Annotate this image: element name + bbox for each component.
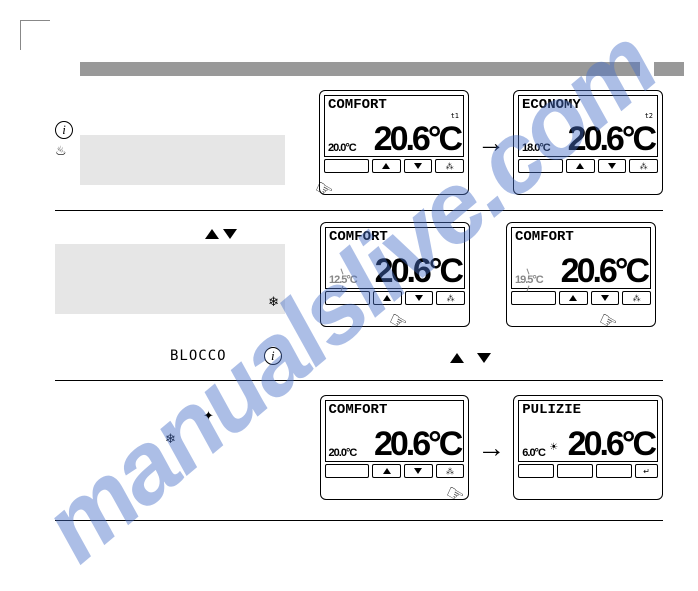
thermostat-comfort-3: COMFORT 20.6°C 20.0°C ⁂ ☞: [320, 395, 470, 500]
menu-button[interactable]: ⁂: [436, 464, 465, 478]
mode-label: COMFORT: [515, 229, 647, 245]
arrow-right-icon: →: [477, 432, 505, 464]
menu-button[interactable]: ⁂: [436, 291, 465, 305]
thermostat-pulizie: PULIZIE 20.6°C 6.0°C ☀ ↵: [513, 395, 663, 500]
broom-icon: ✦: [203, 408, 214, 424]
up-button[interactable]: [372, 464, 401, 478]
mode-label: COMFORT: [328, 97, 460, 113]
lcd-screen: COMFORT 20.6°C 12.5°C: [325, 227, 465, 289]
hand-pointer-icon: ☞: [310, 174, 338, 205]
menu-button[interactable]: ⁂: [622, 291, 651, 305]
divider: [55, 520, 663, 521]
up-button[interactable]: [559, 291, 588, 305]
down-button[interactable]: [591, 291, 620, 305]
triangle-up-icon: [450, 353, 464, 363]
lcd-screen: COMFORT 20.6°C 20.0°C: [325, 400, 465, 462]
blocco-label: BLOCCO: [170, 348, 227, 364]
blank-button[interactable]: [596, 464, 632, 478]
arrow-right-icon: →: [477, 127, 505, 159]
triangle-up-icon: [205, 229, 219, 239]
room-temp: 20.6°C: [374, 122, 460, 156]
divider: [55, 210, 663, 211]
menu-button[interactable]: ⁂: [629, 159, 658, 173]
instruction-box-2: ❄: [55, 244, 285, 314]
lcd-screen: COMFORT t1 20.6°C 20.0°C: [324, 95, 464, 157]
room-temp: 20.6°C: [561, 254, 647, 288]
divider: [55, 380, 663, 381]
header-bar: [80, 62, 640, 76]
mode-button[interactable]: [324, 159, 369, 173]
instruction-box-1: [80, 135, 285, 185]
hand-pointer-icon: ☞: [594, 306, 622, 337]
set-temp-blinking: 12.5°C: [329, 274, 357, 286]
header-bar-end: [654, 62, 684, 76]
set-temp: 6.0°C: [522, 447, 545, 459]
thermostat-comfort-1: COMFORT t1 20.6°C 20.0°C ⁂ ☞: [319, 90, 469, 195]
set-temp-blinking: 19.5°C: [515, 274, 543, 286]
room-temp: 20.6°C: [568, 122, 654, 156]
thermostat-economy: ECONOMY t2 20.6°C 18.0°C ⁂: [513, 90, 663, 195]
down-button[interactable]: [404, 159, 433, 173]
mode-label: COMFORT: [329, 229, 461, 245]
up-button[interactable]: [373, 291, 402, 305]
mode-label: COMFORT: [329, 402, 461, 418]
info-icon: i: [55, 121, 73, 139]
thermostat-comfort-2b: COMFORT 20.6°C 19.5°C ⁂ ☞: [506, 222, 656, 327]
lcd-screen: ECONOMY t2 20.6°C 18.0°C: [518, 95, 658, 157]
mode-button[interactable]: [518, 464, 554, 478]
snowflake-icon: ❄: [268, 294, 279, 310]
sun-icon: ☀: [549, 442, 558, 453]
triangle-down-icon: [223, 229, 237, 239]
blank-button[interactable]: [557, 464, 593, 478]
up-button[interactable]: [566, 159, 595, 173]
set-temp: 20.0°C: [329, 447, 357, 459]
snowflake-icon: ❄: [165, 431, 176, 447]
room-temp: 20.6°C: [374, 427, 460, 461]
triangle-down-icon: [477, 353, 491, 363]
crop-mark: [20, 20, 50, 50]
flame-icon: ♨: [55, 143, 67, 159]
mode-button[interactable]: [325, 464, 370, 478]
down-button[interactable]: [404, 464, 433, 478]
up-button[interactable]: [372, 159, 401, 173]
mode-label: PULIZIE: [522, 402, 654, 418]
mode-label: ECONOMY: [522, 97, 654, 113]
t1-indicator: t1: [451, 112, 459, 120]
set-temp: 18.0°C: [522, 142, 550, 154]
mode-button[interactable]: [511, 291, 556, 305]
lcd-screen: COMFORT 20.6°C 19.5°C: [511, 227, 651, 289]
set-temp: 20.0°C: [328, 142, 356, 154]
t2-indicator: t2: [645, 112, 653, 120]
mode-button[interactable]: [518, 159, 563, 173]
hand-pointer-icon: ☞: [384, 306, 412, 337]
room-temp: 20.6°C: [375, 254, 461, 288]
room-temp: 20.6°C: [568, 427, 654, 461]
thermostat-comfort-2a: COMFORT 20.6°C 12.5°C ⁂ ☞: [320, 222, 470, 327]
exit-button[interactable]: ↵: [635, 464, 658, 478]
down-button[interactable]: [598, 159, 627, 173]
menu-button[interactable]: ⁂: [435, 159, 464, 173]
lcd-screen: PULIZIE 20.6°C 6.0°C ☀: [518, 400, 658, 462]
info-icon: i: [264, 347, 282, 365]
hand-pointer-icon: ☞: [441, 479, 469, 510]
mode-button[interactable]: [325, 291, 370, 305]
down-button[interactable]: [405, 291, 434, 305]
